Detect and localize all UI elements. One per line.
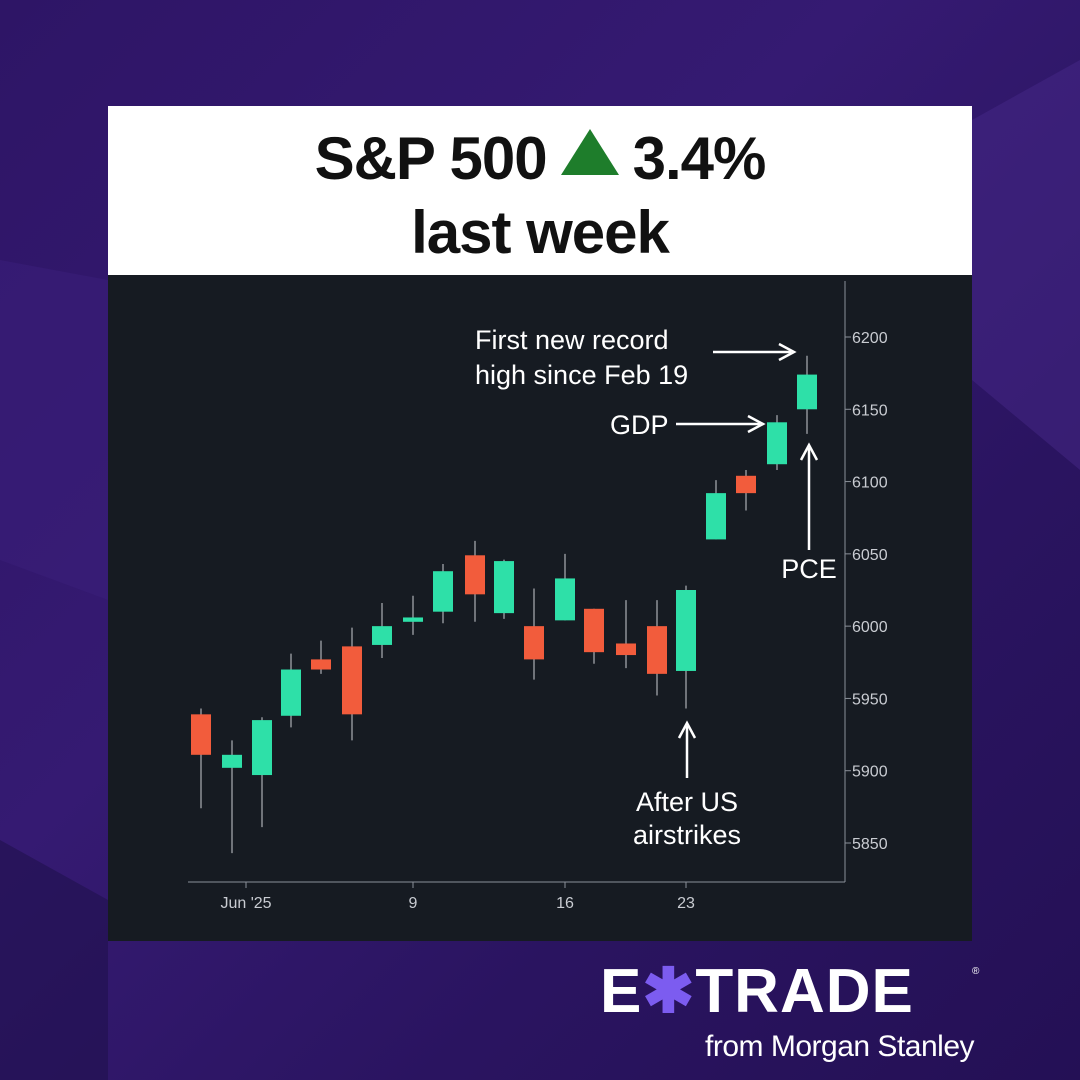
candle (584, 608, 604, 664)
candle (647, 600, 667, 696)
etrade-star-icon: ✱ (642, 957, 696, 1026)
annotation-airstrikes-line2: airstrikes (633, 820, 741, 850)
annotation-pce: PCE (781, 554, 837, 584)
y-tick-label: 5900 (852, 764, 888, 781)
annotation-airstrikes: After US airstrikes (633, 787, 741, 850)
x-tick-label: Jun '25 (220, 895, 271, 912)
candle (465, 540, 485, 622)
candle-body (465, 555, 485, 595)
y-tick-label: 6050 (852, 547, 888, 564)
candle-body (342, 646, 362, 715)
x-ticks: Jun '25 9 16 23 (220, 882, 695, 912)
candle-body (584, 608, 604, 653)
y-tick-label: 6000 (852, 619, 888, 636)
annotation-record: First new record high since Feb 19 (475, 325, 688, 390)
annotation-record-line2: high since Feb 19 (475, 360, 688, 390)
candle-body (524, 626, 544, 660)
candle-body (372, 626, 392, 645)
candle-body (222, 754, 242, 768)
candle (252, 717, 272, 828)
candle (676, 585, 696, 709)
y-ticks: 6200 6150 6100 6050 6000 5950 5900 5850 (845, 330, 888, 853)
candle (706, 480, 726, 540)
y-tick-label: 6100 (852, 475, 888, 492)
headline: S&P 500 3.4% (108, 124, 972, 194)
candle-body (706, 493, 726, 540)
brand-tagline: from Morgan Stanley (705, 1030, 974, 1063)
registered-mark: ® (972, 966, 980, 977)
candle (403, 595, 423, 635)
candle (342, 627, 362, 741)
candle (797, 355, 817, 434)
up-triangle-icon (560, 129, 619, 175)
candle (281, 653, 301, 728)
index-label: S&P 500 (314, 125, 548, 192)
candle-body (736, 475, 756, 494)
candle (494, 559, 514, 619)
annotation-gdp-arrow (676, 414, 766, 434)
candle-body (555, 578, 575, 621)
annotation-record-arrow (713, 342, 797, 362)
candle (616, 600, 636, 669)
candle-body (252, 720, 272, 776)
x-tick-label: 23 (677, 895, 695, 912)
candle-body (676, 590, 696, 671)
chart-card: S&P 500 3.4% last week 6200 6150 6100 6050 60… (108, 106, 972, 941)
candle-body (403, 617, 423, 622)
candle-body (494, 561, 514, 614)
annotation-pce-arrow (799, 442, 819, 550)
annotation-gdp: GDP (610, 410, 669, 440)
candlestick-chart: 6200 6150 6100 6050 6000 5950 5900 5850 Jun '25… (188, 281, 888, 912)
candle-body (311, 659, 331, 670)
candle (524, 588, 544, 680)
y-tick-label: 6150 (852, 402, 888, 419)
candle-body (767, 422, 787, 465)
annotation-airstrikes-line1: After US (636, 787, 738, 817)
y-tick-label: 5850 (852, 836, 888, 853)
candle-body (191, 714, 211, 755)
candle (222, 740, 242, 854)
candle (372, 603, 392, 658)
candle (311, 640, 331, 674)
candle-body (281, 669, 301, 716)
candle-body (433, 571, 453, 612)
x-tick-label: 9 (409, 895, 418, 912)
candle-body (647, 626, 667, 674)
weekly-change: 3.4% (632, 125, 767, 192)
candle (191, 708, 211, 809)
annotation-airstrikes-arrow (677, 720, 697, 778)
candle (433, 563, 453, 624)
y-tick-label: 5950 (852, 691, 888, 708)
etrade-wordmark: E✱TRADE (600, 957, 914, 1026)
candle-body (616, 643, 636, 656)
etrade-logo: E✱TRADE ® from Morgan Stanley (600, 960, 980, 1070)
period-label: last week (411, 199, 670, 266)
headline-box: S&P 500 3.4% last week (108, 106, 972, 275)
candle (736, 470, 756, 511)
x-tick-label: 16 (556, 895, 574, 912)
y-tick-label: 6200 (852, 330, 888, 347)
annotation-record-line1: First new record (475, 325, 669, 355)
candles-layer (191, 355, 817, 854)
candle (767, 415, 787, 471)
candle-body (797, 374, 817, 410)
candle (555, 553, 575, 621)
